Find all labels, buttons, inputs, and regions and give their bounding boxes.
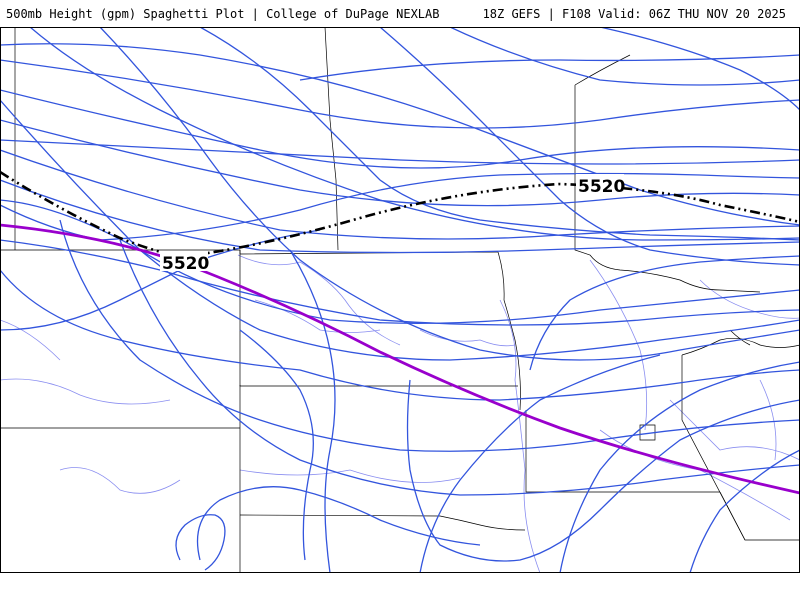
ensemble-member [406, 379, 800, 562]
ensemble-member [689, 449, 800, 573]
ensemble-member [29, 27, 800, 241]
ensemble-member [599, 27, 800, 111]
rivers [0, 254, 800, 573]
contour-label-background [576, 174, 624, 194]
contour-label: 5520 [162, 254, 209, 274]
footer-bar [0, 573, 800, 600]
ensemble-member [379, 27, 800, 266]
river [669, 399, 800, 461]
border [239, 514, 526, 531]
spaghetti-map: 5520 5520 [0, 27, 800, 573]
climatology-line [0, 223, 800, 495]
ensemble-member [0, 43, 800, 226]
ensemble-member [175, 514, 226, 571]
border [681, 355, 800, 541]
river [419, 329, 516, 347]
header-bar: 500mb Height (gpm) Spaghetti Plot | Coll… [0, 0, 800, 27]
contour-label-background [160, 251, 208, 271]
ensemble-member [299, 54, 800, 81]
river [239, 469, 461, 483]
border [574, 85, 761, 293]
border [497, 251, 521, 411]
ensemble-member [199, 27, 800, 241]
ensemble-member [99, 27, 800, 361]
border [239, 385, 518, 387]
ensemble-member [239, 329, 314, 561]
ensemble-member [0, 139, 800, 165]
ensemble-member [0, 229, 321, 331]
run-info: 18Z GEFS | F108 Valid: 06Z THU NOV 20 20… [482, 7, 786, 21]
contour-label: 5520 [578, 177, 625, 197]
river [0, 319, 61, 361]
ensemble-member [289, 249, 336, 573]
border [525, 410, 720, 493]
border [719, 491, 746, 541]
ensemble-member [119, 239, 800, 496]
ensemble-member [0, 119, 800, 207]
ensemble-member [0, 59, 800, 129]
river [759, 379, 777, 461]
mean-contour-5520 [0, 170, 800, 259]
ensemble-member [559, 361, 800, 573]
border [324, 27, 339, 251]
river [237, 254, 401, 346]
river [0, 378, 171, 405]
river [699, 279, 800, 319]
ensemble-member [529, 255, 800, 371]
ensemble-member [0, 149, 800, 240]
ensemble-member [196, 486, 481, 561]
border [729, 329, 751, 346]
border [574, 54, 631, 86]
plot-title: 500mb Height (gpm) Spaghetti Plot | Coll… [6, 7, 440, 21]
river [499, 299, 541, 573]
map-background [0, 27, 800, 573]
ensemble-member [419, 354, 661, 573]
contour-labels: 5520 5520 [160, 174, 625, 274]
ensemble-member [449, 27, 800, 86]
ensemble-member [0, 239, 800, 326]
ensemble-member [0, 179, 800, 254]
river [589, 259, 648, 431]
ensemble-member [0, 99, 800, 361]
ensemble-member [0, 89, 800, 169]
ensemble-member [59, 219, 800, 452]
political-borders [0, 27, 800, 573]
ensemble-member [0, 269, 800, 401]
river [59, 467, 181, 494]
river [254, 299, 381, 333]
